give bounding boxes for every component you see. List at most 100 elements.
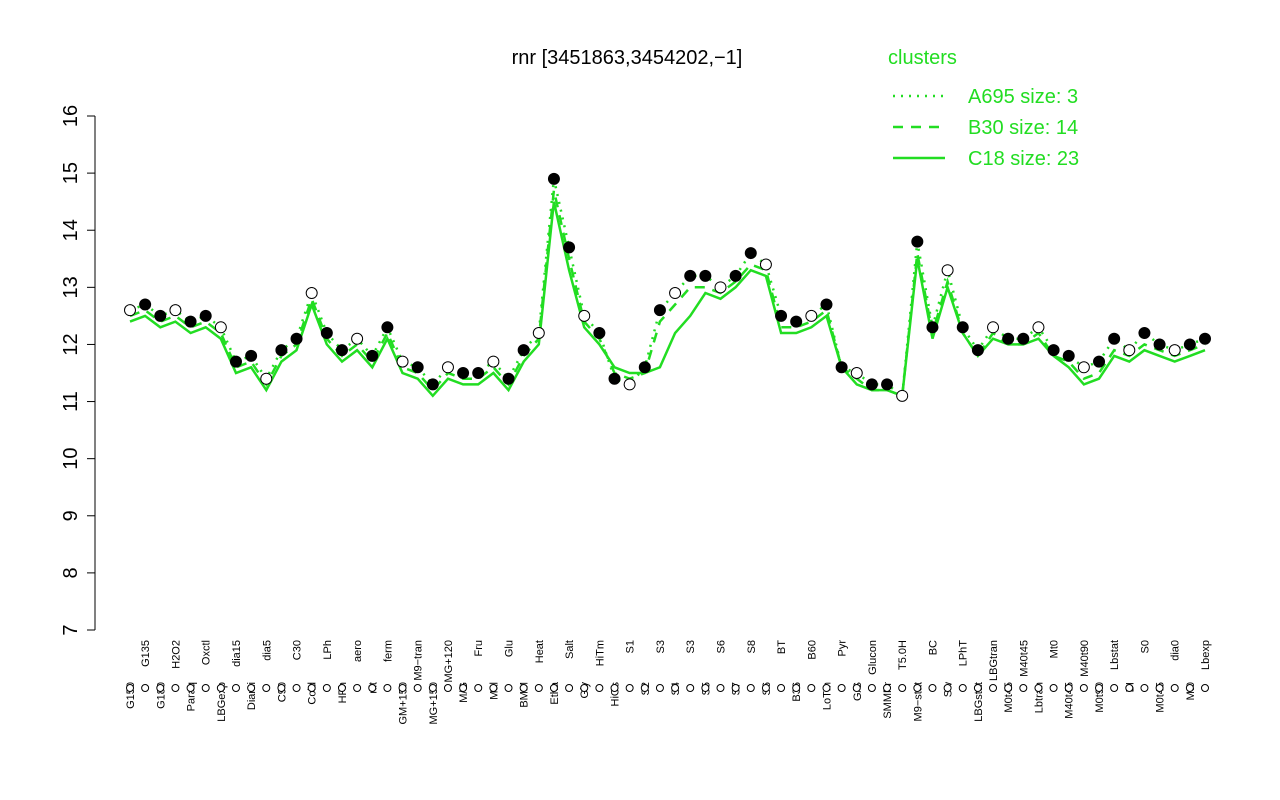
x-tick-label: T5.0H [897,640,909,670]
x-tick-label: ferm [382,640,394,662]
x-tick-label: Oxctl [201,640,213,665]
data-point [578,309,591,322]
legend-title: clusters [888,47,957,69]
rug-marker [731,684,740,692]
x-tick-label: MG+150 [428,682,440,725]
x-tick-label: dia0 [1170,640,1182,661]
y-tick-label: 8 [60,567,82,578]
rug-marker [1004,684,1013,692]
cluster-line [129,201,1206,398]
data-point [608,372,621,385]
rug-marker [989,684,998,692]
rug-marker [610,684,619,692]
rug-marker [292,684,301,692]
data-point [1047,344,1060,357]
data-point [214,321,227,334]
data-point [275,344,288,357]
data-point [229,355,242,368]
data-point [638,361,651,374]
data-point [729,269,742,282]
data-point [381,321,394,334]
rug-marker [1185,684,1194,692]
chart-title: rnr [3451863,3454202,−1] [512,47,743,69]
data-point [1108,332,1121,345]
data-point [835,361,848,374]
data-point [881,378,894,391]
rug-marker [883,684,892,692]
rug-marker [1201,684,1209,692]
data-point [472,367,485,379]
cluster-line [129,178,1206,399]
x-tick-label: Lbexp [1200,640,1212,670]
x-tick-label: Heat [534,640,546,663]
x-tick-label: Fru [473,640,485,657]
x-tick-label: M40t90 [1079,640,1091,677]
x-tick-label: M40t45 [1018,640,1030,677]
data-point [684,269,697,282]
x-tick-label: LBGexp [216,682,228,722]
rug-marker [837,684,846,692]
rug-marker [686,684,695,692]
x-tick-label: dia15 [231,640,243,667]
x-tick-label: Salt [564,640,576,659]
data-point [457,367,470,379]
x-tick-label: C30 [292,640,304,660]
data-point [517,344,530,357]
y-tick-label: 12 [60,333,82,355]
x-tick-label: dia5 [261,640,273,661]
data-point [669,287,682,300]
x-tick-label: M9−stat [912,682,924,721]
x-tick-label: S6 [715,640,727,653]
x-tick-label: LBGtran [988,640,1000,681]
rug-marker [867,684,876,692]
data-point [850,367,863,379]
rug-marker [413,684,422,692]
rug-marker [262,684,271,692]
x-tick-label: LPh [322,640,334,660]
rug-marker [171,684,180,692]
data-point [441,361,454,374]
data-point [744,247,757,260]
data-point [714,281,727,294]
data-point [896,389,909,402]
rug-marker [1049,684,1058,692]
data-point [971,344,984,357]
rug-marker [1155,684,1164,692]
y-tick-label: 11 [60,391,82,412]
data-point [154,309,167,322]
rug-marker [701,684,710,692]
rug-marker [1019,684,1028,692]
rug-marker [792,684,801,692]
y-tick-label: 7 [60,624,82,635]
data-point [426,378,439,391]
rug-marker [958,684,967,692]
rug-marker [126,684,134,692]
x-tick-label: B60 [806,640,818,660]
data-point [320,327,333,340]
rug-marker [534,684,543,692]
rug-marker [141,684,150,692]
data-point [1017,332,1030,345]
data-point [623,378,636,391]
y-tick-label: 15 [60,162,82,184]
x-tick-label: Glucon [867,640,879,675]
data-point [184,315,197,328]
data-point [366,349,379,362]
rug-marker [671,684,680,692]
rug-marker [655,684,664,692]
y-tick-label: 16 [60,105,82,127]
data-point [956,321,969,334]
x-tick-label: Glu [504,640,516,657]
x-tick-label: S0 [1139,640,1151,653]
data-point [865,378,878,391]
rug-marker [383,684,392,692]
rug-marker [761,684,770,692]
data-point [790,315,803,328]
x-tick-label: S8 [746,640,758,653]
data-point [502,372,515,385]
data-point [1093,355,1106,368]
rug-marker [716,684,725,692]
legend-label: C18 size: 23 [968,148,1079,170]
data-point [653,304,666,317]
data-point [1153,338,1166,351]
